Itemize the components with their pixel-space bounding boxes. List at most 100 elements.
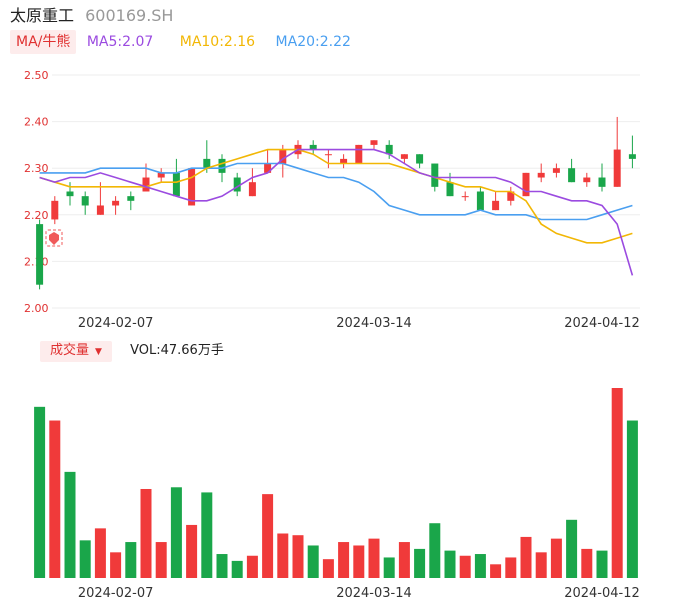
volume-bar bbox=[429, 523, 441, 578]
candle-up bbox=[324, 154, 332, 156]
volume-bar bbox=[231, 560, 243, 578]
date-tick-label: 2024-04-12 bbox=[564, 586, 640, 601]
volume-bar bbox=[581, 548, 593, 578]
price-tick-label: 2.40 bbox=[24, 116, 49, 129]
date-axis-volume: 2024-02-07 2024-03-14 2024-04-12 bbox=[78, 586, 640, 601]
candle-up bbox=[461, 196, 469, 198]
volume-bar bbox=[611, 388, 623, 578]
volume-bar bbox=[246, 555, 258, 578]
volume-bar bbox=[34, 406, 46, 578]
volume-bar bbox=[398, 542, 410, 578]
ma10-line bbox=[39, 148, 633, 244]
candle-up bbox=[157, 172, 165, 178]
volume-bar bbox=[444, 550, 456, 578]
price-tick-label: 2.30 bbox=[24, 162, 49, 175]
volume-bar bbox=[322, 559, 334, 578]
candle-down bbox=[66, 191, 74, 197]
candle-up bbox=[492, 200, 500, 211]
volume-bar bbox=[125, 542, 137, 578]
candle-up bbox=[112, 200, 120, 206]
candle-up bbox=[552, 168, 560, 173]
volume-bar bbox=[155, 542, 167, 578]
price-grid bbox=[52, 74, 640, 309]
marker-frame bbox=[45, 229, 63, 247]
volume-bar bbox=[277, 533, 289, 578]
candle-up bbox=[264, 163, 272, 173]
shield-icon bbox=[49, 232, 59, 245]
caret-down-icon: ▼ bbox=[95, 347, 102, 357]
volume-bar bbox=[216, 554, 228, 578]
candle-up bbox=[400, 154, 408, 159]
volume-bar bbox=[292, 535, 304, 578]
candle-down bbox=[218, 158, 226, 173]
volume-bar bbox=[353, 545, 365, 578]
volume-bar bbox=[307, 545, 319, 578]
candle-down bbox=[309, 144, 317, 150]
volume-bars bbox=[34, 388, 638, 578]
candle-down bbox=[568, 168, 576, 183]
price-tick-label: 2.50 bbox=[24, 69, 49, 82]
candle-down bbox=[385, 144, 393, 155]
volume-bar bbox=[262, 494, 274, 578]
volume-bar bbox=[414, 548, 426, 578]
price-tick-label: 2.00 bbox=[24, 302, 49, 315]
volume-bar bbox=[79, 540, 91, 578]
volume-selector[interactable]: 成交量 ▼ bbox=[40, 341, 112, 362]
stock-code: 600169.SH bbox=[85, 6, 174, 25]
volume-bar bbox=[94, 528, 106, 578]
volume-bar bbox=[368, 538, 380, 578]
stock-name: 太原重工 bbox=[10, 6, 75, 25]
volume-bar bbox=[490, 564, 502, 578]
volume-bar bbox=[110, 552, 122, 578]
date-tick-label: 2024-03-14 bbox=[336, 316, 412, 331]
candle-up bbox=[507, 191, 515, 201]
candle-up bbox=[248, 182, 256, 197]
ma10-legend: MA10:2.16 bbox=[179, 34, 256, 50]
volume-bar bbox=[535, 552, 547, 578]
candle-down bbox=[476, 191, 484, 211]
candle-up bbox=[142, 177, 150, 192]
volume-bar bbox=[186, 524, 198, 578]
candle-down bbox=[233, 177, 241, 192]
volume-bar bbox=[140, 488, 152, 578]
candlesticks bbox=[36, 116, 636, 290]
stock-title: 太原重工 600169.SH bbox=[10, 4, 173, 28]
volume-bar bbox=[49, 420, 61, 578]
volume-bar bbox=[459, 555, 471, 578]
price-tick-label: 2.20 bbox=[24, 209, 49, 222]
date-axis-price: 2024-02-07 2024-03-14 2024-04-12 bbox=[78, 316, 640, 331]
candle-up bbox=[522, 172, 530, 197]
ma-lines bbox=[39, 148, 634, 276]
candle-down bbox=[431, 163, 439, 187]
indicator-selector[interactable]: MA/牛熊 bbox=[10, 30, 77, 54]
candle-up bbox=[537, 172, 545, 178]
volume-bar bbox=[383, 557, 395, 578]
volume-bar bbox=[520, 536, 532, 578]
volume-bar bbox=[201, 492, 213, 578]
volume-bar bbox=[626, 420, 638, 578]
candle-down bbox=[81, 196, 89, 206]
candle-up bbox=[96, 205, 104, 215]
volume-bar bbox=[566, 519, 578, 578]
candle-up bbox=[583, 177, 591, 183]
ma-legend: MA/牛熊 MA5:2.07 MA10:2.16 MA20:2.22 bbox=[10, 30, 351, 54]
volume-bar bbox=[505, 557, 517, 578]
limit-down-marker bbox=[45, 229, 63, 247]
ma20-line bbox=[39, 162, 633, 221]
ma5-line bbox=[39, 148, 634, 276]
ma5-legend: MA5:2.07 bbox=[86, 34, 154, 50]
candle-up bbox=[340, 158, 348, 164]
candle-up bbox=[51, 200, 59, 220]
candle-down bbox=[203, 158, 211, 169]
candle-up bbox=[188, 168, 196, 206]
date-tick-label: 2024-02-07 bbox=[78, 586, 154, 601]
candle-up bbox=[613, 149, 621, 187]
date-tick-label: 2024-04-12 bbox=[564, 316, 640, 331]
ma20-legend: MA20:2.22 bbox=[275, 34, 351, 50]
volume-bar bbox=[338, 542, 350, 578]
candle-down bbox=[416, 154, 424, 164]
candle-down bbox=[172, 172, 180, 197]
volume-bar bbox=[550, 538, 562, 578]
volume-bar bbox=[64, 471, 76, 578]
